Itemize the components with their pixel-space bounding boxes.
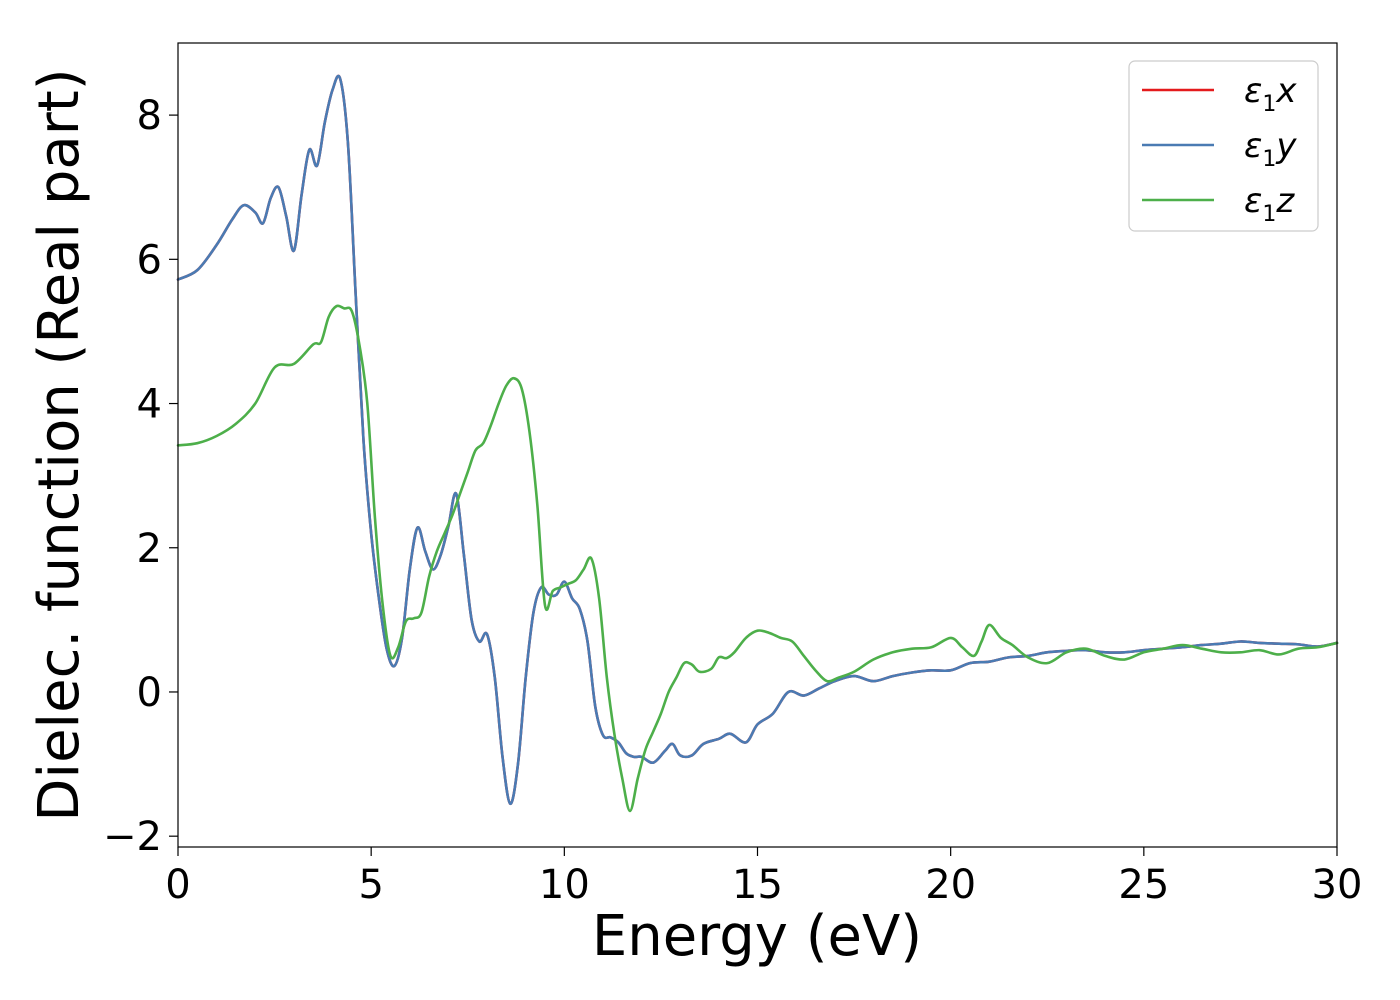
x-axis-label: Energy (eV) — [592, 904, 922, 969]
legend-label-2: ε1y — [1244, 126, 1297, 172]
series-line-2 — [176, 74, 1339, 806]
x-tick-label: 30 — [1312, 862, 1363, 908]
y-axis-ticks: −2 0 2 4 6 8 — [103, 93, 178, 860]
y-tick-label: 2 — [137, 526, 162, 572]
x-tick-label: 0 — [165, 862, 190, 908]
y-tick-label: 6 — [137, 237, 162, 283]
series-line-3 — [176, 304, 1339, 813]
y-axis-label: Dielec. function (Real part) — [27, 68, 92, 821]
legend-box — [1128, 60, 1319, 232]
legend-label-1: ε1x — [1244, 71, 1297, 117]
x-tick-label: 10 — [539, 862, 590, 908]
legend: ε1x ε1y ε1z — [1128, 60, 1319, 232]
x-tick-label: 5 — [358, 862, 383, 908]
y-tick-label: 0 — [137, 670, 162, 716]
x-tick-label: 15 — [732, 862, 783, 908]
plot-lines — [176, 74, 1339, 813]
y-tick-label: 4 — [137, 382, 162, 428]
x-axis-ticks: 0 5 10 15 20 25 30 — [165, 847, 1362, 908]
y-tick-label: 8 — [137, 93, 162, 139]
x-tick-label: 20 — [925, 862, 976, 908]
legend-label-3: ε1z — [1244, 181, 1295, 227]
x-tick-label: 25 — [1118, 862, 1169, 908]
plot-frame — [177, 42, 1338, 848]
y-tick-label: −2 — [103, 814, 162, 860]
